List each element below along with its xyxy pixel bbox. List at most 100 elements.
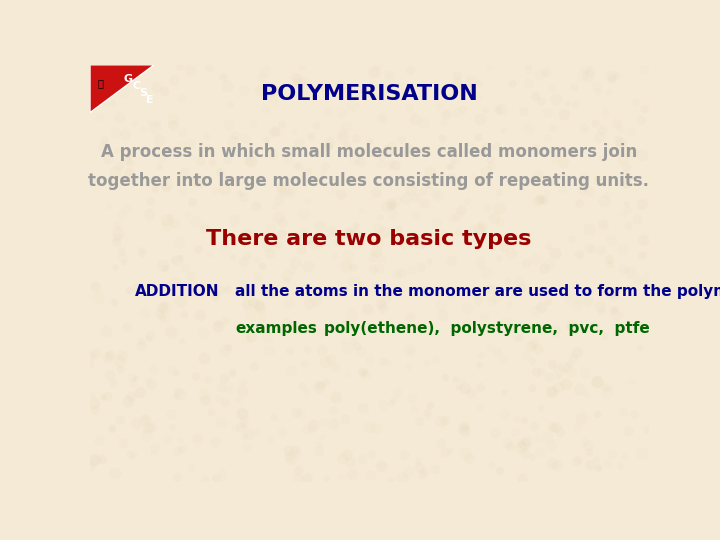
- Point: [563, 360, 575, 369]
- Point: [424, 400, 436, 409]
- Point: [430, 218, 441, 226]
- Point: [261, 84, 273, 92]
- Point: [356, 280, 367, 288]
- Point: [389, 161, 400, 170]
- Point: [608, 288, 620, 297]
- Point: [166, 410, 177, 418]
- Point: [444, 446, 455, 455]
- Point: [176, 140, 188, 149]
- Point: [123, 152, 135, 160]
- Point: [227, 253, 238, 261]
- Point: [529, 306, 541, 315]
- Point: [406, 394, 418, 402]
- Point: [385, 200, 397, 208]
- Point: [110, 238, 122, 246]
- Point: [565, 321, 577, 330]
- Point: [402, 144, 413, 153]
- Point: [171, 255, 182, 264]
- Point: [184, 139, 196, 147]
- Point: [136, 246, 148, 255]
- Point: [211, 474, 222, 482]
- Point: [432, 191, 444, 200]
- Point: [418, 199, 429, 207]
- Point: [473, 224, 485, 233]
- Point: [215, 417, 227, 426]
- Point: [523, 124, 534, 132]
- Point: [86, 390, 98, 399]
- Point: [93, 113, 104, 122]
- Point: [510, 414, 522, 423]
- Point: [584, 461, 595, 469]
- Point: [330, 392, 342, 401]
- Point: [423, 256, 435, 265]
- Point: [117, 211, 128, 219]
- Point: [614, 125, 626, 133]
- Point: [459, 449, 471, 457]
- Point: [161, 434, 173, 443]
- Point: [578, 123, 590, 132]
- Point: [293, 139, 305, 148]
- Point: [323, 141, 334, 150]
- Point: [238, 258, 249, 266]
- Point: [325, 226, 336, 235]
- Point: [217, 474, 228, 482]
- Point: [297, 210, 308, 218]
- Point: [451, 70, 463, 79]
- Point: [506, 79, 518, 87]
- Point: [117, 439, 129, 448]
- Point: [238, 419, 250, 428]
- Point: [301, 197, 312, 205]
- Point: [573, 199, 585, 207]
- Point: [531, 434, 542, 443]
- Point: [368, 68, 379, 77]
- Point: [597, 220, 608, 228]
- Point: [619, 180, 631, 189]
- Point: [300, 426, 312, 434]
- Point: [161, 216, 172, 225]
- Point: [513, 277, 525, 286]
- Point: [607, 305, 618, 314]
- Point: [238, 432, 250, 441]
- Point: [267, 127, 279, 136]
- Point: [572, 456, 584, 464]
- Point: [616, 138, 627, 147]
- Point: [225, 99, 236, 108]
- Point: [174, 296, 186, 305]
- Point: [370, 247, 382, 255]
- Point: [405, 348, 417, 356]
- Point: [114, 416, 126, 424]
- Point: [340, 321, 351, 329]
- Point: [399, 451, 410, 460]
- Point: [424, 168, 436, 177]
- Point: [534, 194, 546, 203]
- Point: [210, 437, 221, 446]
- Point: [621, 168, 632, 177]
- Point: [121, 322, 132, 331]
- Point: [455, 377, 467, 386]
- Point: [281, 275, 292, 284]
- Point: [341, 370, 353, 379]
- Point: [210, 289, 221, 298]
- Point: [390, 269, 402, 278]
- Point: [377, 303, 389, 312]
- Point: [573, 249, 585, 258]
- Point: [403, 361, 415, 370]
- Point: [415, 240, 426, 248]
- Point: [562, 294, 574, 303]
- Point: [109, 469, 121, 477]
- Point: [582, 244, 594, 252]
- Point: [253, 301, 264, 309]
- Point: [584, 68, 595, 76]
- Point: [343, 230, 354, 239]
- Point: [457, 105, 469, 113]
- Point: [457, 424, 469, 433]
- Point: [123, 169, 135, 178]
- Point: [515, 438, 526, 447]
- Point: [240, 443, 251, 452]
- Point: [606, 449, 618, 458]
- Point: [168, 120, 179, 129]
- Point: [599, 332, 611, 341]
- Point: [548, 124, 559, 132]
- Point: [556, 185, 567, 194]
- Point: [100, 100, 112, 109]
